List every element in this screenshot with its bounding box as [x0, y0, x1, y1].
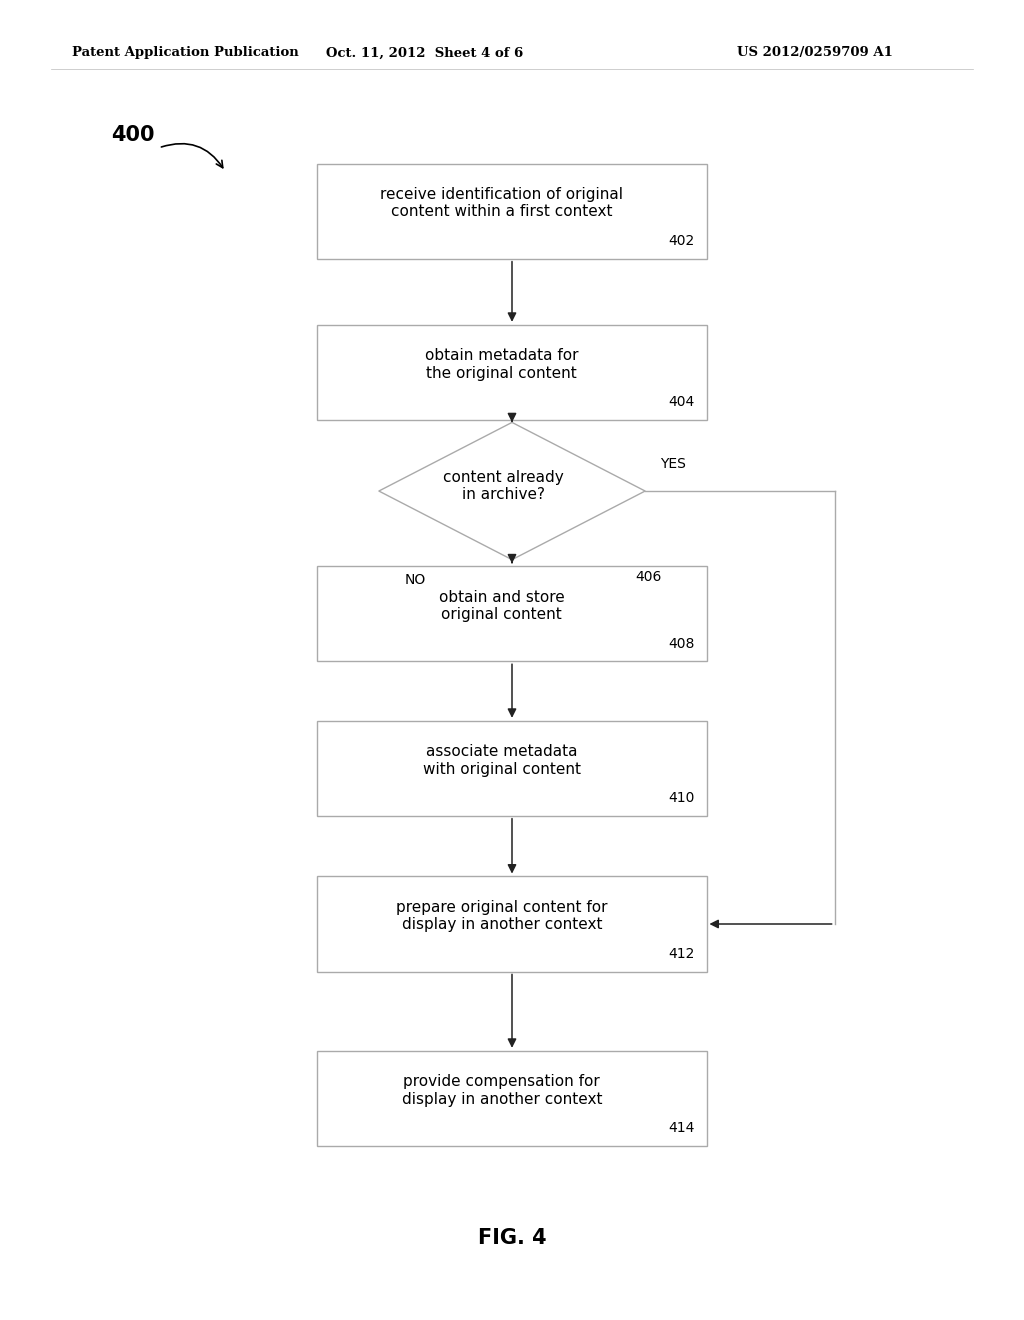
Text: content already
in archive?: content already in archive? [443, 470, 564, 502]
Text: obtain metadata for
the original content: obtain metadata for the original content [425, 348, 579, 380]
Text: 410: 410 [668, 791, 694, 805]
Text: US 2012/0259709 A1: US 2012/0259709 A1 [737, 46, 893, 59]
Bar [317, 721, 707, 816]
Text: provide compensation for
display in another context: provide compensation for display in anot… [401, 1074, 602, 1106]
Text: 400: 400 [112, 124, 155, 145]
Text: NO: NO [404, 573, 426, 587]
Text: FIG. 4: FIG. 4 [477, 1228, 547, 1249]
Text: receive identification of original
content within a first context: receive identification of original conte… [380, 187, 624, 219]
Bar [317, 876, 707, 972]
Text: Patent Application Publication: Patent Application Publication [72, 46, 298, 59]
Text: 404: 404 [668, 395, 694, 409]
Text: associate metadata
with original content: associate metadata with original content [423, 744, 581, 776]
Polygon shape [379, 422, 645, 560]
Bar [317, 566, 707, 661]
Text: 406: 406 [635, 570, 662, 585]
FancyArrowPatch shape [162, 144, 223, 168]
Bar [317, 1051, 707, 1146]
Text: prepare original content for
display in another context: prepare original content for display in … [396, 900, 607, 932]
Text: 408: 408 [668, 636, 694, 651]
Text: 402: 402 [668, 234, 694, 248]
Text: obtain and store
original content: obtain and store original content [439, 590, 564, 622]
Bar [317, 164, 707, 259]
Text: 412: 412 [668, 946, 694, 961]
Text: 414: 414 [668, 1121, 694, 1135]
Bar [317, 325, 707, 420]
Text: YES: YES [660, 457, 686, 471]
Text: Oct. 11, 2012  Sheet 4 of 6: Oct. 11, 2012 Sheet 4 of 6 [327, 46, 523, 59]
